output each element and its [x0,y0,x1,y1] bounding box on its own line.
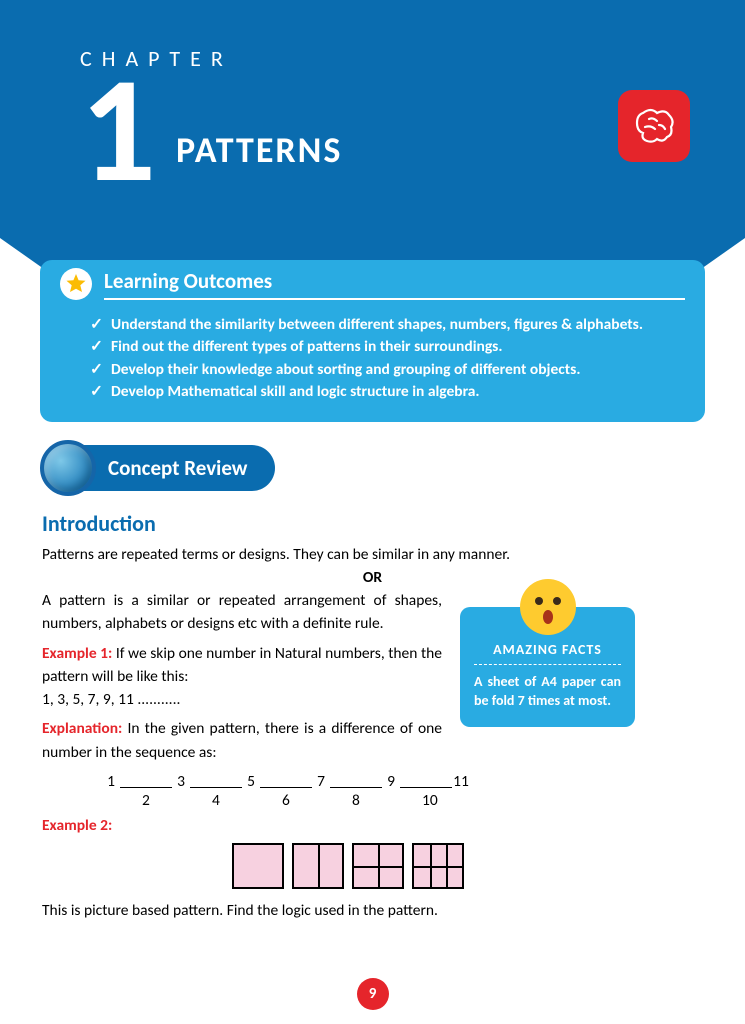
learning-title: Learning Outcomes [104,268,685,300]
example-1: Example 1: If we skip one number in Natu… [42,642,442,689]
learning-item-text: Understand the similarity between differ… [111,314,643,336]
pattern-shapes-row [232,843,703,889]
fact-title: AMAZING FACTS [474,641,621,665]
example-2-label-text: Example 2: [42,816,112,835]
learning-item-text: Develop their knowledge about sorting an… [111,359,580,381]
seq-num: 5 [242,772,260,791]
pattern-shape-3 [352,843,404,889]
fact-text: A sheet of A4 paper can be fold 7 times … [474,673,621,711]
surprised-emoji-icon [520,579,576,635]
seq-num: 9 [382,772,400,791]
example-1-label: Example 1: [42,644,112,663]
seq-num: 3 [172,772,190,791]
introduction-heading: Introduction [42,510,703,537]
left-column: A pattern is a similar or repeated arran… [42,589,442,764]
seq-num: 6 [282,791,352,810]
chapter-row: 1 PATTERNS [80,62,685,197]
chapter-header: CHAPTER 1 PATTERNS [0,0,745,280]
chapter-number: 1 [80,62,156,197]
chapter-title: PATTERNS [176,128,342,197]
brain-icon [618,90,690,162]
pattern-shape-4 [412,843,464,889]
learning-item: ✓Understand the similarity between diffe… [90,314,675,336]
seq-num: 7 [312,772,330,791]
lens-icon [40,440,96,496]
content-area: Introduction Patterns are repeated terms… [0,496,745,923]
intro-paragraph-2: A pattern is a similar or repeated arran… [42,589,442,636]
learning-item: ✓Develop their knowledge about sorting a… [90,359,675,381]
star-icon [60,268,92,300]
main-two-column: A pattern is a similar or repeated arran… [42,589,703,764]
learning-item-text: Find out the different types of patterns… [111,336,503,358]
concept-review-title: Concept Review [68,445,275,491]
sequence-bottom-row: 2 4 6 8 10 [102,791,703,810]
explanation: Explanation: In the given pattern, there… [42,717,442,764]
learning-item: ✓Develop Mathematical skill and logic st… [90,381,675,403]
or-separator: OR [42,568,703,587]
seq-num: 11 [452,772,470,791]
seq-num: 8 [352,791,422,810]
seq-num: 4 [212,791,282,810]
learning-header: Learning Outcomes [60,260,685,306]
learning-outcomes-box: Learning Outcomes ✓Understand the simila… [40,260,705,422]
pattern-shape-2 [292,843,344,889]
concept-review-header: Concept Review [40,440,705,496]
example-2-label: Example 2: [42,814,703,837]
closing-text: This is picture based pattern. Find the … [42,899,703,922]
explanation-label: Explanation: [42,719,122,738]
intro-paragraph-1: Patterns are repeated terms or designs. … [42,543,703,566]
learning-items-list: ✓Understand the similarity between diffe… [60,306,685,404]
number-sequence-diagram: 1 3 5 7 9 11 2 4 6 8 10 [102,772,703,810]
seq-num: 1 [102,772,120,791]
learning-item: ✓Find out the different types of pattern… [90,336,675,358]
sequence-top-row: 1 3 5 7 9 11 [102,772,703,791]
seq-num: 10 [422,791,492,810]
amazing-facts-box: AMAZING FACTS A sheet of A4 paper can be… [460,607,635,764]
seq-num: 2 [142,791,212,810]
example-1-sequence: 1, 3, 5, 7, 9, 11 ........... [42,688,442,711]
learning-item-text: Develop Mathematical skill and logic str… [111,381,480,403]
page-number: 9 [357,978,389,1010]
pattern-shape-1 [232,843,284,889]
